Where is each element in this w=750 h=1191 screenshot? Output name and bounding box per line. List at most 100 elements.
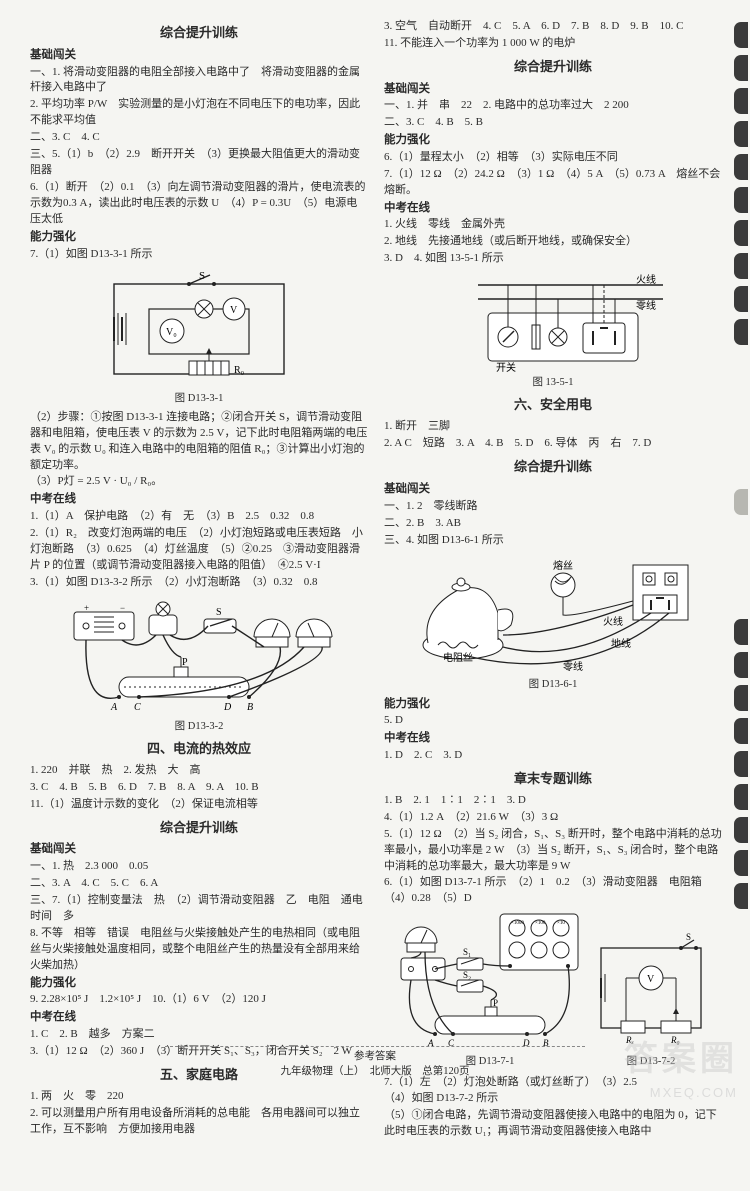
answer-line: 4.（1）1.2 A （2）21.6 W （3）3 Ω	[384, 810, 722, 826]
circuit-figure-d13-3-2: + − S P	[64, 597, 334, 717]
subheading: 能力强化	[30, 229, 368, 246]
svg-text:S: S	[686, 932, 691, 942]
circuit-figure-d13-7-2: S V Rₓ R₀	[591, 928, 711, 1048]
subheading: 能力强化	[384, 132, 722, 149]
answer-line: （2）步骤：①按图 D13-3-1 连接电路；②闭合开关 S，调节滑动变阻器和电…	[30, 410, 368, 474]
answer-line: 1. D 2. C 3. D	[384, 748, 722, 764]
answer-line: 三、7.（1）控制变量法 热 （2）调节滑动变阻器 乙 电阻 通电时间 多	[30, 893, 368, 925]
watermark-big: 答案圈	[624, 1035, 738, 1084]
svg-text:A: A	[110, 702, 118, 713]
answer-line: 二、2. B 3. AB	[384, 516, 722, 532]
circuit-figure-d13-7-1: ×1000×100×10 S₁ S₂	[395, 908, 585, 1048]
figure-caption: 图 13-5-1	[384, 375, 722, 390]
right-column: 3. 空气 自动断开 4. C 5. A 6. D 7. B 8. D 9. B…	[384, 18, 722, 1141]
label-s: S	[199, 270, 205, 282]
watermark: 答案圈 MXEQ.COM	[624, 1035, 738, 1103]
answer-line: 6.（1）如图 D13-7-1 所示 （2）1 0.2 （3）滑动变阻器 电阻箱…	[384, 875, 722, 907]
answer-line: 2. 地线 先接通地线（或后断开地线，或确保安全）	[384, 234, 722, 250]
svg-text:零线: 零线	[636, 299, 656, 312]
answer-line: 三、4. 如图 D13-6-1 所示	[384, 533, 722, 549]
answer-line: 7.（1）如图 D13-3-1 所示	[30, 247, 368, 263]
svg-text:火线: 火线	[636, 273, 656, 286]
answer-line: 6.（1）断开 （2）0.1 （3）向左调节滑动变阻器的滑片，使电流表的示数为0…	[30, 180, 368, 228]
svg-text:开关: 开关	[496, 361, 516, 373]
subheading: 中考在线	[384, 730, 722, 747]
svg-text:S₂: S₂	[463, 970, 471, 980]
watermark-small: MXEQ.COM	[624, 1084, 738, 1103]
answer-line: 5.（1）12 Ω （2）当 S₂ 闭合，S₁、S₃ 断开时，整个电路中消耗的总…	[384, 827, 722, 875]
section-title: 综合提升训练	[384, 458, 722, 477]
subheading: 中考在线	[30, 491, 368, 508]
answer-line: 1. 两 火 零 220	[30, 1089, 368, 1105]
svg-text:×1000: ×1000	[511, 921, 524, 926]
subheading: 中考在线	[30, 1009, 368, 1026]
answer-line: 1. 220 并联 热 2. 发热 大 高	[30, 763, 368, 779]
answer-line: 一、1. 2 零线断路	[384, 499, 722, 515]
answer-line: 11. 不能连入一个功率为 1 000 W 的电炉	[384, 36, 722, 52]
answer-line: 一、1. 将滑动变阻器的电阻全部接入电路中了 将滑动变阻器的金属杆接入电路中了	[30, 65, 368, 97]
svg-text:R₀: R₀	[234, 365, 245, 376]
svg-text:P: P	[493, 998, 498, 1008]
answer-line: 1. B 2. 1 1∶1 2∶1 3. D	[384, 793, 722, 809]
svg-text:V: V	[230, 305, 238, 316]
svg-text:地线: 地线	[611, 637, 631, 650]
answer-line: 3. D 4. 如图 13-5-1 所示	[384, 251, 722, 267]
answer-line: 三、5.（1）b （2）2.9 断开开关 （3）更换最大阻值更大的滑动变阻器	[30, 147, 368, 179]
answer-line: 3. C 4. B 5. B 6. D 7. B 8. A 9. A 10. B	[30, 780, 368, 796]
circuit-figure-d13-3-1: S V₀ V R₀	[94, 269, 304, 389]
svg-text:B: B	[247, 702, 253, 713]
svg-text:C: C	[134, 702, 141, 713]
answer-line: 5. D	[384, 713, 722, 729]
section-title: 综合提升训练	[384, 58, 722, 77]
answer-line: （3）P灯 = 2.5 V · U₀ / R₀。	[30, 474, 368, 490]
answer-line: 7.（1）12 Ω （2）24.2 Ω （3）1 Ω （4）5 A （5）0.7…	[384, 167, 722, 199]
answer-line: 3.（1）如图 D13-3-2 所示 （2）小灯泡断路 （3）0.32 0.8	[30, 575, 368, 591]
figure-caption: 图 D13-3-2	[30, 719, 368, 734]
answer-line: 1. 断开 三脚	[384, 419, 722, 435]
section-title: 章末专题训练	[384, 770, 722, 789]
subheading: 基础闯关	[384, 481, 722, 498]
section-title: 综合提升训练	[30, 819, 368, 838]
answer-line: 9. 2.28×10⁵ J 1.2×10⁵ J 10.（1）6 V （2）120…	[30, 992, 368, 1008]
svg-text:×100: ×100	[535, 921, 546, 926]
left-column: 综合提升训练 基础闯关 一、1. 将滑动变阻器的电阻全部接入电路中了 将滑动变阻…	[30, 18, 368, 1141]
svg-text:P: P	[182, 657, 188, 668]
subheading: 基础闯关	[384, 81, 722, 98]
answer-line: 一、1. 并 串 22 2. 电路中的总功率过大 2 200	[384, 98, 722, 114]
answer-line: 3. 空气 自动断开 4. C 5. A 6. D 7. B 8. D 9. B…	[384, 19, 722, 35]
answer-line: 一、1. 热 2.3 000 0.05	[30, 859, 368, 875]
svg-text:D: D	[223, 702, 232, 713]
tab-notches	[734, 18, 748, 1141]
answer-line: 2. A C 短路 3. A 4. B 5. D 6. 导体 丙 右 7. D	[384, 436, 722, 452]
svg-text:火线: 火线	[603, 615, 623, 628]
subheading: 中考在线	[384, 200, 722, 217]
answer-line: （5）①闭合电路，先调节滑动变阻器使接入电路中的电阻为 0，记下此时电压表的示数…	[384, 1108, 722, 1140]
answer-line: 2. 可以测量用户所有用电设备所消耗的总电能 各用电器间可以独立工作，互不影响 …	[30, 1106, 368, 1138]
answer-line: 6.（1）量程太小 （2）相等 （3）实际电压不同	[384, 150, 722, 166]
subheading: 基础闯关	[30, 47, 368, 64]
svg-text:S: S	[216, 607, 222, 618]
svg-text:V₀: V₀	[166, 327, 177, 338]
svg-text:×10: ×10	[557, 921, 565, 926]
footer-line-2: 九年级物理（上） 北师大版 总第120页	[165, 1064, 585, 1079]
answer-line: 11.（1）温度计示数的变化 （2）保证电流相等	[30, 797, 368, 813]
answer-line: 2. 平均功率 P/W 实验测量的是小灯泡在不同电压下的电功率，因此不能求平均值	[30, 97, 368, 129]
circuit-figure-d13-6-1: 电阻丝 熔丝 火线 地线 零线	[403, 555, 703, 675]
svg-text:电阻丝: 电阻丝	[443, 651, 473, 664]
answer-line: 1. C 2. B 越多 方案二	[30, 1027, 368, 1043]
answer-line: 2.（1）R₂ 改变灯泡两端的电压 （2）小灯泡短路或电压表短路 小灯泡断路 （…	[30, 526, 368, 574]
section-title: 六、安全用电	[384, 396, 722, 415]
figure-caption: 图 D13-3-1	[30, 391, 368, 406]
svg-text:−: −	[120, 603, 125, 613]
answer-line: 二、3. C 4. C	[30, 130, 368, 146]
figure-caption: 图 D13-6-1	[384, 677, 722, 692]
svg-text:熔丝: 熔丝	[553, 559, 573, 572]
circuit-figure-13-5-1: 火线 零线 开关	[438, 273, 668, 373]
section-title: 综合提升训练	[30, 24, 368, 43]
svg-text:零线: 零线	[563, 660, 583, 673]
subheading: 能力强化	[384, 696, 722, 713]
answer-line: 1.（1）A 保护电路 （2）有 无 （3）B 2.5 0.32 0.8	[30, 509, 368, 525]
subheading: 基础闯关	[30, 841, 368, 858]
answer-line: 8. 不等 相等 错误 电阻丝与火柴接触处产生的电热相同（或电阻丝与火柴接触处温…	[30, 926, 368, 974]
subheading: 能力强化	[30, 975, 368, 992]
